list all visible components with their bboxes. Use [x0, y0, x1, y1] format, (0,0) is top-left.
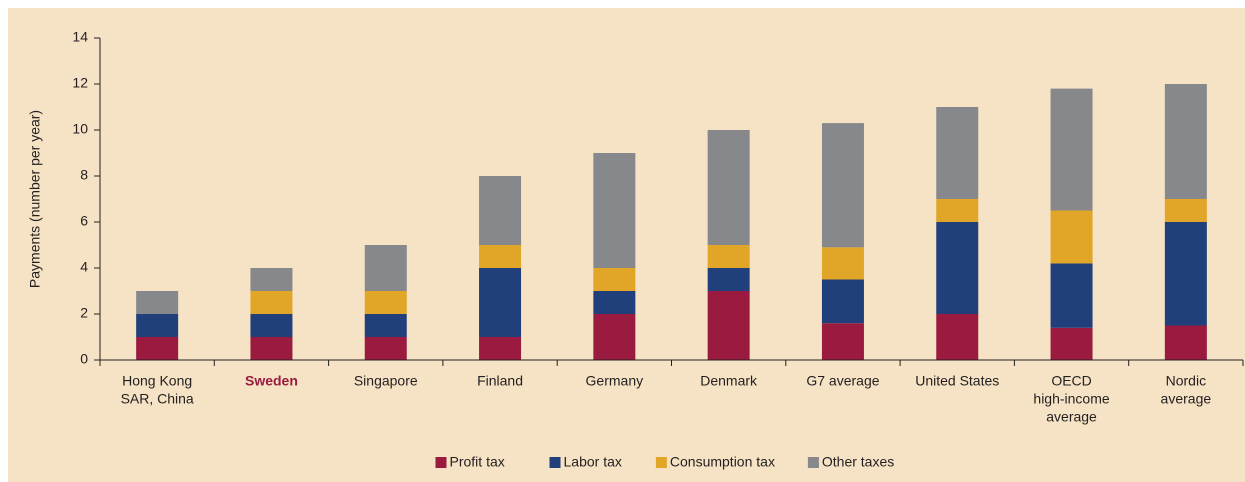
- bar-segment: [593, 291, 636, 314]
- bar-segment: [364, 245, 407, 291]
- x-tick-label: Singapore: [354, 373, 418, 389]
- x-tick-label: Nordic: [1166, 373, 1206, 389]
- x-tick-label: Finland: [477, 373, 523, 389]
- x-tick-label: average: [1161, 391, 1212, 407]
- bar-segment: [821, 123, 864, 248]
- bar-segment: [479, 337, 522, 360]
- x-tick-label: United States: [915, 373, 999, 389]
- bar-segment: [1050, 263, 1093, 328]
- legend-label: Other taxes: [822, 454, 894, 470]
- y-tick-label: 6: [80, 213, 88, 229]
- bar-segment: [136, 337, 179, 360]
- y-axis-title: Payments (number per year): [27, 110, 43, 288]
- legend-label: Consumption tax: [670, 454, 775, 470]
- x-tick-label: Hong Kong: [122, 373, 192, 389]
- bar-segment: [936, 199, 979, 222]
- bar-segment: [593, 314, 636, 360]
- bar-segment: [707, 130, 750, 245]
- y-tick-label: 4: [80, 259, 88, 275]
- bar-segment: [707, 291, 750, 360]
- legend-swatch: [807, 457, 819, 468]
- bar-segment: [1164, 199, 1207, 222]
- bar-segment: [479, 245, 522, 268]
- bar-segment: [479, 268, 522, 337]
- legend-swatch: [549, 457, 561, 468]
- x-tick-label: Germany: [586, 373, 644, 389]
- bar-segment: [250, 337, 293, 360]
- y-tick-label: 14: [72, 29, 88, 45]
- y-tick-label: 8: [80, 167, 88, 183]
- y-tick-label: 2: [80, 305, 88, 321]
- legend-label: Profit tax: [450, 454, 505, 470]
- bar-segment: [136, 291, 179, 314]
- bar-segment: [1164, 222, 1207, 326]
- x-tick-label: SAR, China: [121, 391, 194, 407]
- bar-segment: [936, 222, 979, 314]
- x-tick-label: average: [1046, 409, 1097, 425]
- x-tick-label: G7 average: [806, 373, 879, 389]
- bar-segment: [936, 107, 979, 199]
- x-tick-label: Denmark: [700, 373, 758, 389]
- y-tick-label: 10: [72, 121, 88, 137]
- bar-segment: [1050, 327, 1093, 360]
- y-tick-label: 12: [72, 75, 88, 91]
- y-tick-label: 0: [80, 351, 88, 367]
- bar-segment: [593, 268, 636, 291]
- bar-segment: [364, 314, 407, 337]
- x-tick-label: high-income: [1033, 391, 1109, 407]
- bar-segment: [1164, 84, 1207, 199]
- x-tick-label: OECD: [1051, 373, 1091, 389]
- bar-segment: [250, 314, 293, 337]
- legend-swatch: [655, 457, 667, 468]
- bar-segment: [821, 279, 864, 324]
- bar-segment: [250, 291, 293, 314]
- legend-label: Labor tax: [564, 454, 622, 470]
- bar-segment: [707, 245, 750, 268]
- bar-segment: [821, 247, 864, 280]
- bar-segment: [364, 337, 407, 360]
- legend-swatch: [435, 457, 447, 468]
- bar-segment: [1050, 88, 1093, 211]
- bar-segment: [364, 291, 407, 314]
- bar-segment: [250, 268, 293, 291]
- bar-segment: [1050, 210, 1093, 264]
- bar-segment: [1164, 325, 1207, 360]
- x-tick-label: Sweden: [245, 373, 298, 389]
- bar-segment: [821, 323, 864, 360]
- bar-segment: [593, 153, 636, 268]
- bar-segment: [479, 176, 522, 245]
- bar-segment: [707, 268, 750, 291]
- bar-segment: [936, 314, 979, 360]
- bar-segment: [136, 314, 179, 337]
